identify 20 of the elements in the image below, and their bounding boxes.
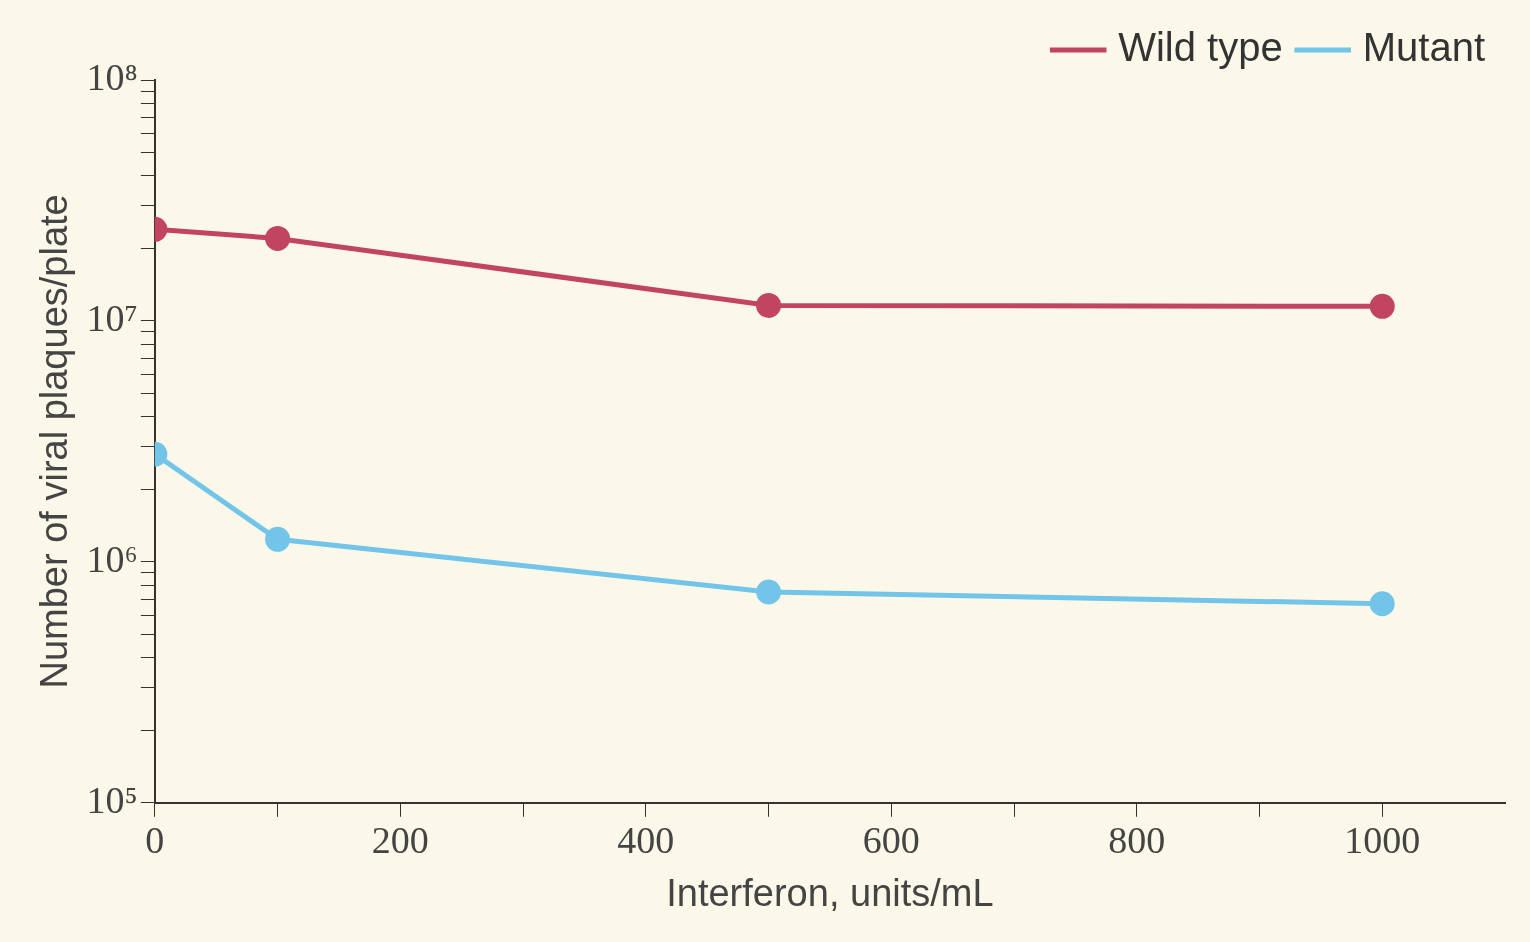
- point: [1369, 293, 1395, 319]
- y-tick-label: 10⁵: [86, 778, 138, 821]
- point: [756, 292, 782, 318]
- point: [265, 526, 291, 552]
- x-tick-label: 1000: [1344, 818, 1421, 861]
- point: [1369, 591, 1395, 617]
- y-tick-label: 10⁷: [86, 296, 138, 339]
- x-axis-title: Interferon, units/mL: [666, 871, 994, 914]
- legend-label: Wild type: [1118, 25, 1283, 70]
- x-tick-label: 800: [1108, 818, 1166, 861]
- legend-label: Mutant: [1362, 25, 1486, 70]
- x-tick-label: 0: [145, 818, 165, 861]
- y-tick-label: 10⁸: [86, 55, 138, 98]
- x-tick-label: 200: [371, 818, 429, 861]
- y-tick-label: 10⁶: [86, 537, 138, 580]
- y-axis-title: Number of viral plaques/plate: [33, 194, 76, 689]
- x-tick-label: 400: [617, 818, 675, 861]
- point: [265, 225, 291, 251]
- point: [756, 579, 782, 605]
- x-tick-label: 600: [862, 818, 920, 861]
